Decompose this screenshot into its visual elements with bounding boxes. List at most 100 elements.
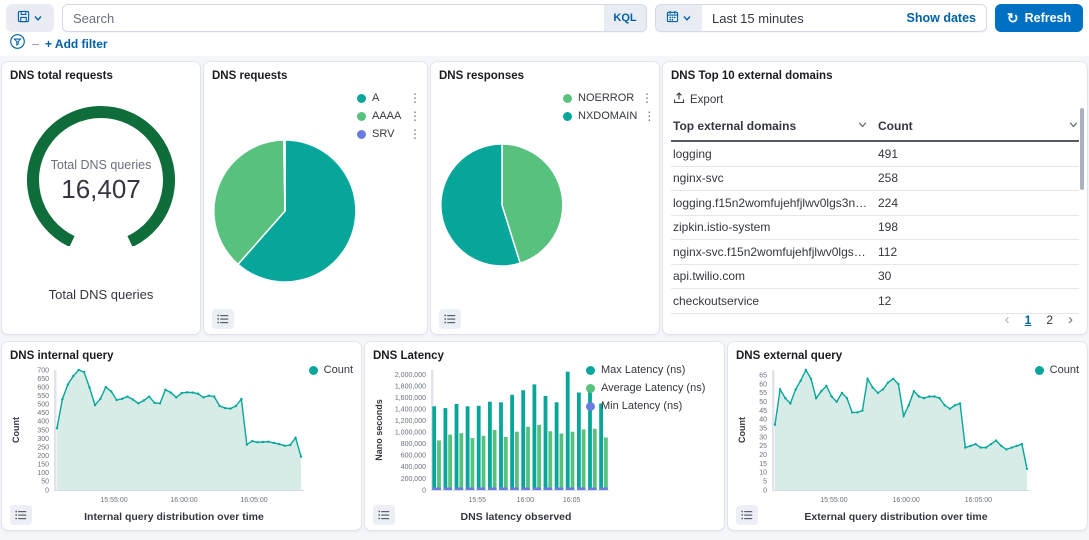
legend-dot-icon [586, 384, 595, 393]
svg-text:1,400,000: 1,400,000 [395, 407, 426, 414]
pagination-page-2[interactable]: 2 [1046, 313, 1053, 327]
domain-cell: nginx-svc [673, 171, 878, 185]
legend-item[interactable]: Min Latency (ns) [586, 400, 718, 412]
column-label: Count [878, 119, 913, 133]
legend-item[interactable]: Average Latency (ns) [586, 382, 718, 394]
add-filter-button[interactable]: + Add filter [45, 37, 108, 51]
svg-text:650: 650 [37, 376, 49, 383]
legend-options-icon[interactable]: ⋮ [409, 129, 421, 139]
pagination-page-1[interactable]: 1 [1025, 313, 1032, 327]
column-header-count[interactable]: Count [878, 119, 1079, 133]
pagination-next[interactable]: › [1068, 312, 1073, 327]
svg-text:15:55: 15:55 [469, 497, 487, 504]
legend-dot-icon [563, 112, 572, 121]
svg-text:350: 350 [37, 427, 49, 434]
count-cell: 224 [878, 196, 1079, 210]
area-chart: 0501001502002503003504004505005506006507… [10, 364, 310, 506]
domain-cell: api.twilio.com [673, 269, 878, 283]
legend-options-icon[interactable]: ⋮ [409, 93, 421, 103]
kql-language-button[interactable]: KQL [604, 5, 646, 31]
gauge-value: 16,407 [2, 174, 200, 205]
legend-item[interactable]: NOERROR⋮ [563, 92, 653, 104]
saved-query-menu-button[interactable] [6, 4, 54, 32]
pagination-prev[interactable]: ‹ [1005, 312, 1010, 327]
legend-label: SRV [372, 128, 394, 140]
legend-item[interactable]: SRV ⋮ [357, 128, 421, 140]
panel-dns-requests: DNS requests A⋮AAAA⋮SRV⋮ [204, 62, 427, 334]
svg-text:5: 5 [763, 478, 767, 485]
svg-text:400,000: 400,000 [401, 464, 426, 471]
refresh-button[interactable]: ↻ Refresh [995, 4, 1083, 32]
panel-title: DNS total requests [10, 70, 192, 82]
column-header-domains[interactable]: Top external domains [673, 119, 878, 133]
gauge-center-text: Total DNS queries 16,407 [2, 158, 200, 205]
svg-text:Count: Count [737, 417, 747, 443]
svg-text:55: 55 [759, 390, 767, 397]
svg-text:60: 60 [759, 381, 767, 388]
panel-dns-external-query: DNS external query 051015202530354045505… [728, 342, 1087, 530]
legend-toggle-button[interactable] [10, 505, 32, 525]
svg-text:300: 300 [37, 436, 49, 443]
table-row: nginx-svc258 [671, 167, 1079, 192]
panel-dns-latency: DNS Latency 0200,000400,000600,000800,00… [365, 342, 724, 530]
legend-toggle-button[interactable] [373, 505, 395, 525]
table-row: api.twilio.com30 [671, 265, 1079, 290]
legend-label: NXDOMAIN [578, 110, 637, 122]
search-input[interactable] [63, 5, 604, 31]
svg-text:450: 450 [37, 410, 49, 417]
svg-text:600: 600 [37, 384, 49, 391]
legend-dot-icon [563, 94, 572, 103]
legend-options-icon[interactable]: ⋮ [643, 111, 655, 121]
show-dates-button[interactable]: Show dates [907, 5, 986, 31]
svg-text:1,600,000: 1,600,000 [395, 395, 426, 402]
legend-item[interactable]: Count [1035, 364, 1079, 376]
date-picker: Last 15 minutes Show dates [655, 4, 987, 32]
legend-toggle-button[interactable] [212, 309, 234, 329]
date-quick-select-button[interactable] [656, 5, 702, 31]
export-button[interactable]: Export [673, 92, 743, 107]
pie-chart [437, 142, 567, 268]
legend-toggle-button[interactable] [439, 309, 461, 329]
legend-options-icon[interactable]: ⋮ [641, 93, 653, 103]
calendar-icon [666, 10, 679, 26]
pie-chart [210, 138, 360, 284]
dashboard-grid: DNS total requests Total DNS queries 16,… [0, 56, 1089, 540]
panel-dns-top-external-domains: DNS Top 10 external domains Export Top e… [663, 62, 1087, 334]
svg-text:200,000: 200,000 [401, 476, 426, 483]
svg-text:0: 0 [45, 487, 49, 494]
svg-text:16:05:00: 16:05:00 [965, 497, 992, 504]
svg-text:100: 100 [37, 470, 49, 477]
legend-dot-icon [357, 112, 366, 121]
list-icon [217, 312, 229, 327]
query-bar: KQL Last 15 minutes Show dates ↻ Refresh… [0, 0, 1089, 56]
legend-item[interactable]: NXDOMAIN ⋮ [563, 110, 653, 122]
table-row: checkoutservice12 [671, 289, 1079, 314]
domain-cell: logging.f15n2womfujehfjlwv0lgs3nog.... [673, 196, 878, 210]
svg-text:Nano seconds: Nano seconds [374, 399, 384, 461]
legend-item[interactable]: Count [309, 364, 353, 376]
legend-item[interactable]: A⋮ [357, 92, 421, 104]
chevron-down-icon [33, 11, 43, 26]
filter-bar: + Add filter [6, 32, 1083, 56]
svg-text:1,000,000: 1,000,000 [395, 430, 426, 437]
count-cell: 12 [878, 294, 1079, 308]
legend-dot-icon [309, 366, 318, 375]
time-range-value[interactable]: Last 15 minutes [702, 5, 907, 31]
table-row: zipkin.istio-system198 [671, 216, 1079, 241]
legend-toggle-button[interactable] [736, 505, 758, 525]
scrollbar-thumb[interactable] [1080, 108, 1084, 190]
table-row: logging.f15n2womfujehfjlwv0lgs3nog....22… [671, 191, 1079, 216]
panel-title: DNS Latency [373, 350, 716, 362]
legend-options-icon[interactable]: ⋮ [409, 111, 421, 121]
filter-icon[interactable] [9, 33, 26, 55]
svg-text:30: 30 [759, 434, 767, 441]
domain-cell: zipkin.istio-system [673, 220, 878, 234]
svg-text:800,000: 800,000 [401, 441, 426, 448]
svg-text:0: 0 [422, 487, 426, 494]
legend-label: Count [324, 364, 353, 376]
list-icon [444, 312, 456, 327]
legend-item[interactable]: AAAA⋮ [357, 110, 421, 122]
panel-title: DNS internal query [10, 350, 353, 362]
legend-item[interactable]: Max Latency (ns) [586, 364, 718, 376]
chart-legend: NOERROR⋮ NXDOMAIN ⋮ [563, 92, 653, 122]
